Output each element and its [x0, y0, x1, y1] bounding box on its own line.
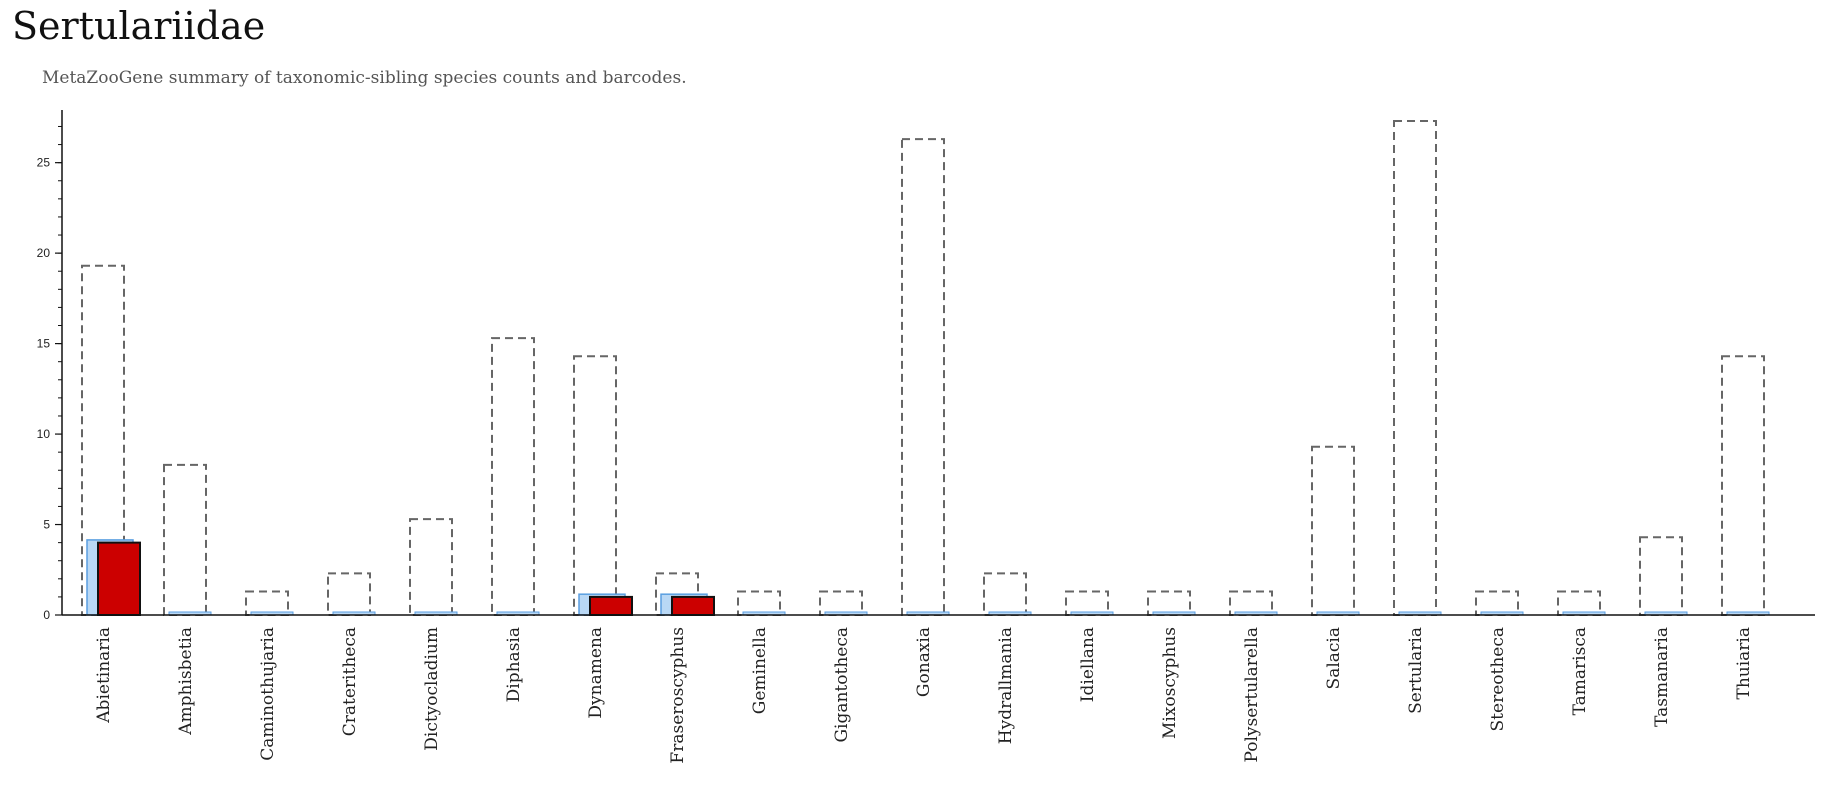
bar-outline-gigantotheca — [819, 590, 863, 616]
bar-outline-amphisbetia — [163, 463, 207, 616]
bar-outline-thuiaria — [1721, 355, 1765, 616]
y-tick-label: 20 — [37, 246, 51, 260]
category-label-gigantotheca: Gigantotheca — [832, 627, 852, 743]
bar-outline-tasmanaria — [1639, 536, 1683, 616]
y-tick-label: 10 — [37, 427, 51, 441]
bar-red-fraseroscyphus — [671, 595, 715, 617]
axes-layer: 0 5 10 15 20 25 — [37, 110, 1815, 622]
bars-layer — [81, 120, 1770, 617]
category-label-dynamena: Dynamena — [586, 627, 606, 719]
bar-outline-crateritheca — [327, 572, 371, 616]
category-label-thuiaria: Thuiaria — [1734, 627, 1754, 700]
bar-outline-salacia — [1311, 445, 1355, 617]
y-tick-label: 25 — [37, 156, 51, 170]
category-label-amphisbetia: Amphisbetia — [176, 627, 196, 736]
bar-outline-sertularia — [1393, 120, 1437, 617]
bar-outline-abietinaria — [81, 264, 125, 616]
category-labels-layer: Abietinaria Amphisbetia Caminothujaria Crat… — [94, 627, 1754, 764]
bar-outline-stereotheca — [1475, 590, 1519, 616]
bar-outline-tamarisca — [1557, 590, 1601, 616]
chart-subtitle: MetaZooGene summary of taxonomic-sibling… — [42, 68, 687, 88]
bar-outline-dynamena — [573, 355, 617, 616]
category-label-mixoscyphus: Mixoscyphus — [1160, 627, 1180, 739]
bar-outline-caminothujaria — [245, 590, 289, 616]
category-label-salacia: Salacia — [1324, 627, 1344, 689]
category-label-geminella: Geminella — [750, 627, 770, 714]
y-tick-label: 5 — [43, 518, 50, 532]
bar-outline-polysertularella — [1229, 590, 1273, 616]
category-label-diphasia: Diphasia — [504, 627, 524, 702]
y-tick-label: 15 — [37, 337, 51, 351]
bar-outline-mixoscyphus — [1147, 590, 1191, 616]
bar-red-dynamena — [589, 595, 633, 617]
category-label-tasmanaria: Tasmanaria — [1652, 627, 1672, 727]
category-label-tamarisca: Tamarisca — [1570, 627, 1590, 715]
bar-outline-geminella — [737, 590, 781, 616]
category-label-dictyocladium: Dictyocladium — [422, 627, 442, 751]
category-label-polysertularella: Polysertularella — [1242, 627, 1262, 763]
category-label-sertularia: Sertularia — [1406, 627, 1426, 714]
category-label-fraseroscyphus: Fraseroscyphus — [668, 627, 688, 764]
bar-outline-idiellana — [1065, 590, 1109, 616]
y-tick-label: 0 — [43, 608, 50, 622]
chart-title: Sertulariidae — [12, 4, 266, 48]
category-label-stereotheca: Stereotheca — [1488, 627, 1508, 731]
category-label-hydrallmania: Hydrallmania — [996, 627, 1016, 744]
bar-red-abietinaria — [97, 541, 141, 617]
bar-outline-dictyocladium — [409, 518, 453, 616]
bar-outline-hydrallmania — [983, 572, 1027, 616]
category-label-gonaxia: Gonaxia — [914, 627, 934, 697]
bar-outline-gonaxia — [901, 138, 945, 616]
category-label-abietinaria: Abietinaria — [94, 627, 114, 724]
category-label-crateritheca: Crateritheca — [340, 627, 360, 736]
category-label-caminothujaria: Caminothujaria — [258, 627, 278, 761]
bar-outline-diphasia — [491, 337, 535, 616]
category-label-idiellana: Idiellana — [1078, 627, 1098, 702]
